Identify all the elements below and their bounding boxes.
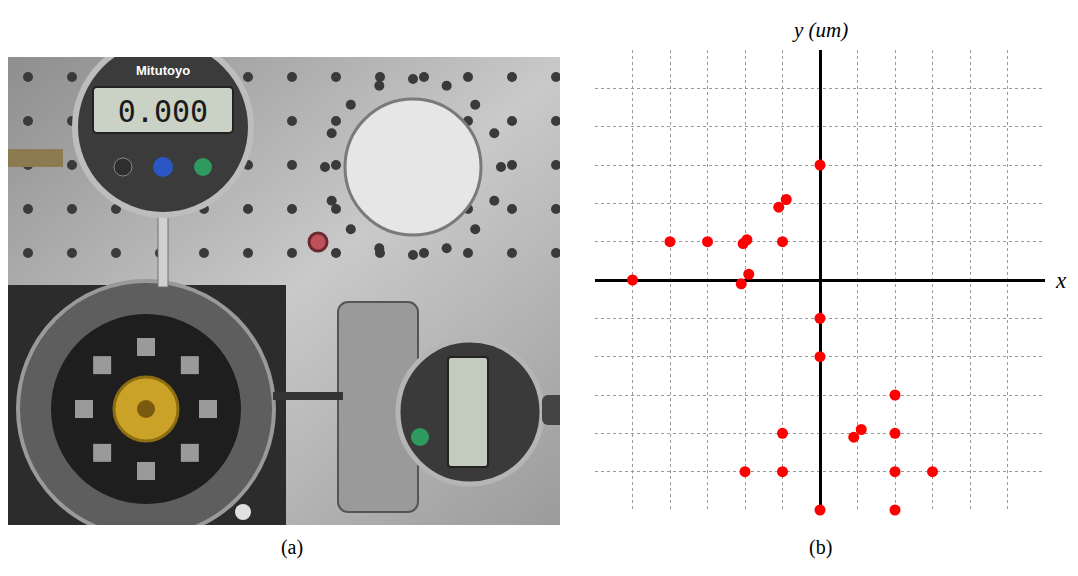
svg-text:(b): (b) xyxy=(809,536,832,559)
svg-text:Mitutoyo: Mitutoyo xyxy=(136,63,190,78)
html-text:(a): (a) xyxy=(280,536,304,558)
svg-text:0.000: 0.000 xyxy=(118,94,208,129)
svg-text:y (um): y (um) xyxy=(792,18,848,42)
svg-text:x: x xyxy=(1055,268,1067,293)
